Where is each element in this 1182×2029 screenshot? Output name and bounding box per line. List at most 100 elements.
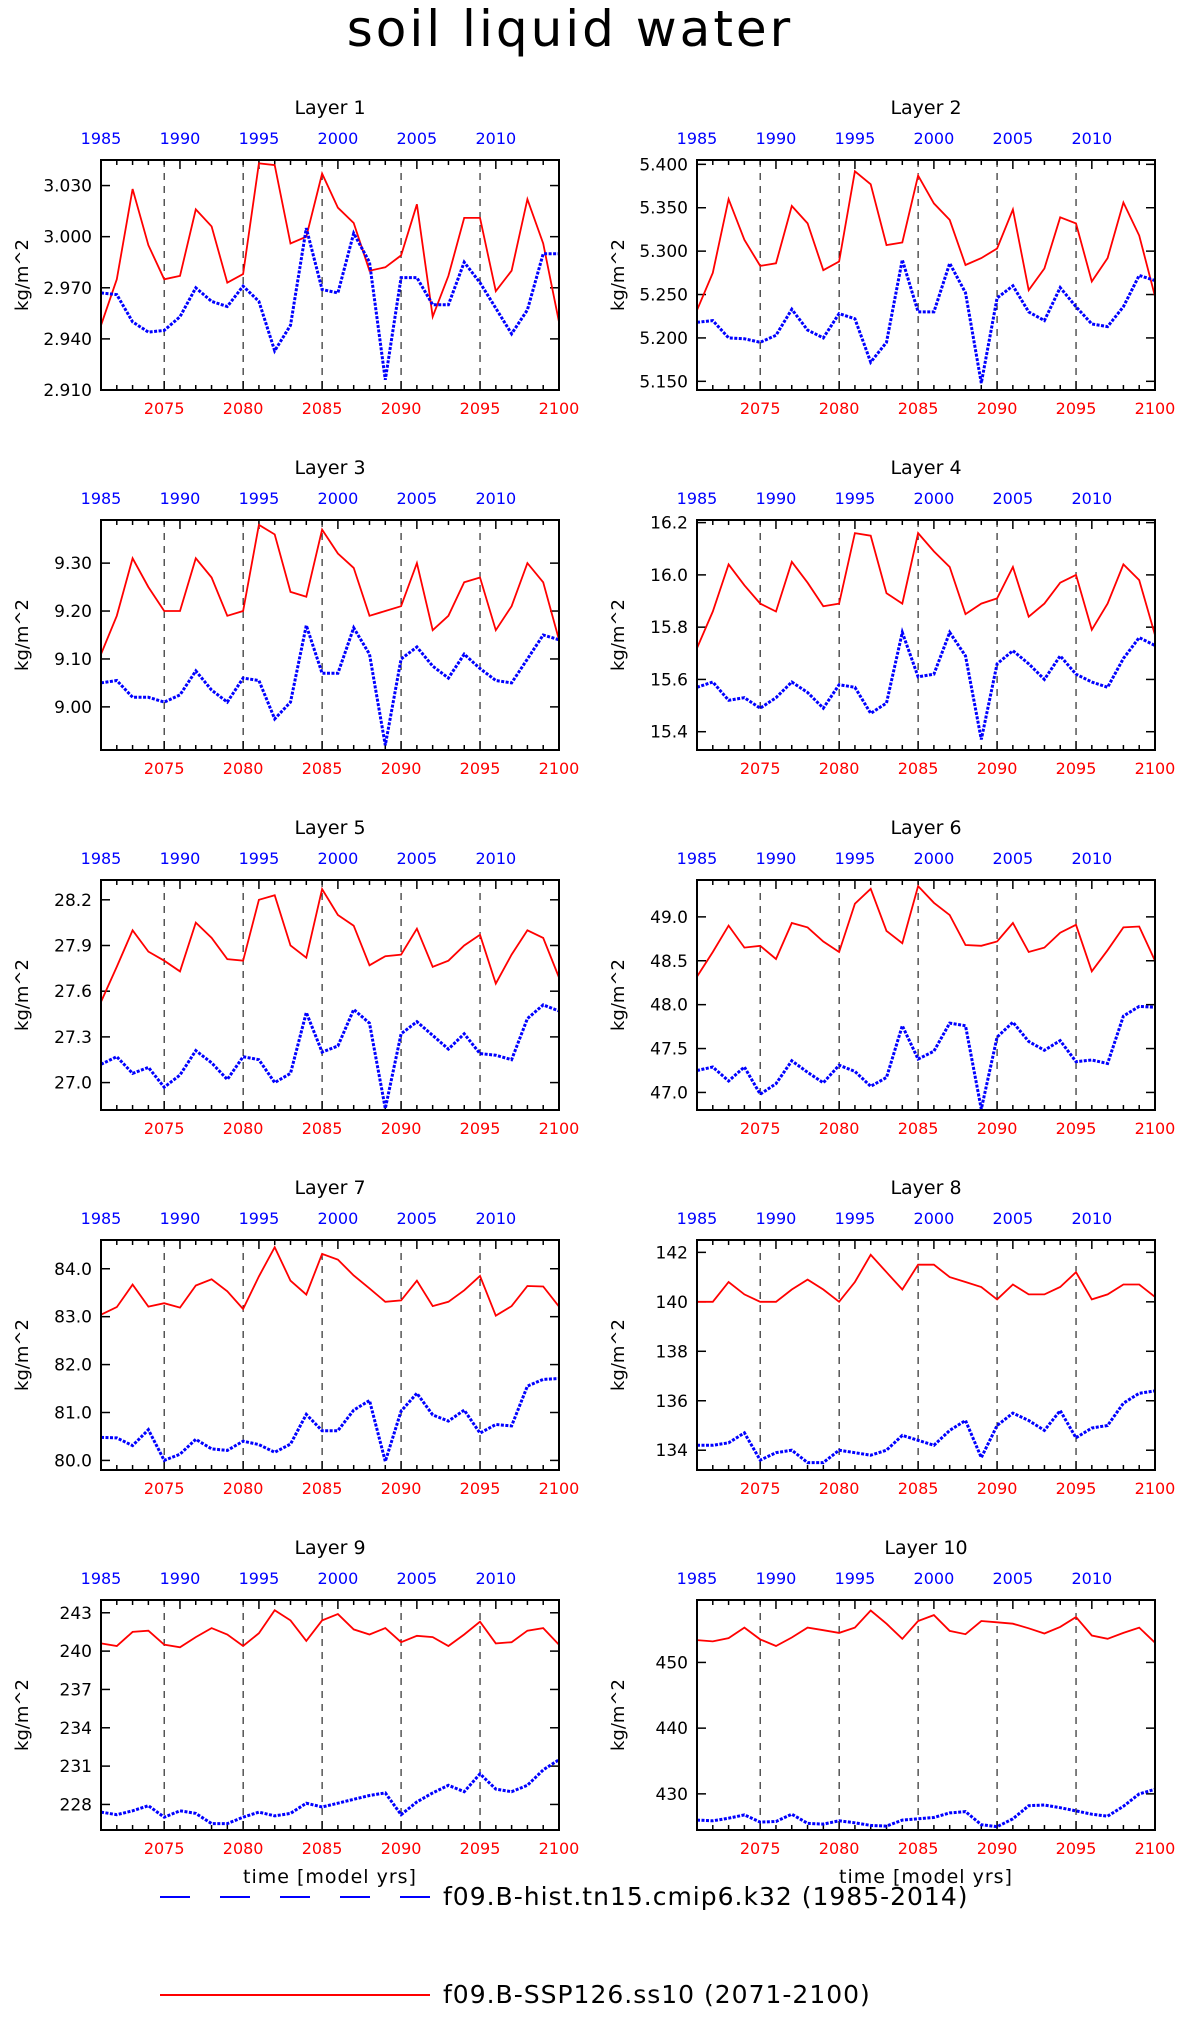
y-axis-label: kg/m^2 xyxy=(608,959,629,1031)
top-tick-label: 1990 xyxy=(160,489,201,508)
y-tick-label: 140 xyxy=(656,1293,688,1313)
y-tick-label: 3.000 xyxy=(43,228,92,248)
plot-frame xyxy=(100,1239,560,1471)
series-line-ssp xyxy=(696,884,1156,978)
y-tick-label: 28.2 xyxy=(54,891,92,911)
chart-panel-5: Layer 5 1985 1990 1995 2000 2005 2010 2075 2080 2… xyxy=(12,817,579,1138)
series-line-ssp xyxy=(100,886,560,1003)
bottom-tick-label: 2085 xyxy=(898,759,939,778)
bottom-tick-label: 2095 xyxy=(1056,1119,1097,1138)
bottom-tick-label: 2080 xyxy=(223,1479,264,1498)
top-tick-label: 2005 xyxy=(397,849,438,868)
x-axis-label: time [model yrs] xyxy=(839,1866,1013,1888)
bottom-tick-label: 2100 xyxy=(1135,1119,1176,1138)
top-tick-label: 1995 xyxy=(239,489,280,508)
top-tick-label: 2010 xyxy=(1071,489,1112,508)
y-tick-label: 9.10 xyxy=(54,650,92,670)
bottom-tick-label: 2080 xyxy=(819,759,860,778)
top-tick-label: 1985 xyxy=(81,129,122,148)
bottom-tick-label: 2100 xyxy=(1135,1839,1176,1858)
top-tick-label: 1990 xyxy=(756,1569,797,1588)
y-tick-label: 16.2 xyxy=(650,514,688,534)
panel-title: Layer 6 xyxy=(890,817,961,839)
top-tick-label: 2005 xyxy=(993,129,1034,148)
bottom-tick-label: 2100 xyxy=(539,759,580,778)
legend: f09.B-hist.tn15.cmip6.k32 (1985-2014) f09… xyxy=(160,1882,968,2009)
chart-panel-6: Layer 6 1985 1990 1995 2000 2005 2010 2075 2080 2… xyxy=(608,817,1175,1138)
top-tick-label: 2005 xyxy=(993,489,1034,508)
bottom-tick-label: 2075 xyxy=(740,1839,781,1858)
y-tick-label: 5.400 xyxy=(639,155,688,175)
panel-title: Layer 5 xyxy=(294,817,365,839)
y-tick-label: 27.3 xyxy=(54,1028,92,1048)
top-tick-label: 2000 xyxy=(318,489,359,508)
top-tick-label: 1990 xyxy=(160,849,201,868)
bottom-tick-label: 2080 xyxy=(819,1839,860,1858)
bottom-tick-label: 2085 xyxy=(302,1119,343,1138)
plot-frame xyxy=(100,879,560,1111)
series-line-hist xyxy=(100,619,560,746)
top-tick-label: 2005 xyxy=(397,1569,438,1588)
top-tick-label: 2000 xyxy=(914,1569,955,1588)
y-tick-label: 450 xyxy=(656,1653,688,1673)
top-tick-label: 1995 xyxy=(835,1209,876,1228)
y-tick-label: 142 xyxy=(656,1243,688,1263)
y-tick-label: 49.0 xyxy=(650,908,688,928)
y-tick-label: 9.00 xyxy=(54,698,92,718)
top-tick-label: 2005 xyxy=(397,489,438,508)
bottom-tick-label: 2075 xyxy=(144,759,185,778)
y-tick-label: 234 xyxy=(60,1719,92,1739)
plot-frame xyxy=(100,519,560,751)
top-tick-label: 1995 xyxy=(835,489,876,508)
figure-title: soil liquid water xyxy=(347,0,794,58)
top-tick-label: 1995 xyxy=(239,849,280,868)
top-tick-label: 2000 xyxy=(318,1569,359,1588)
series-line-ssp xyxy=(100,523,560,655)
y-tick-label: 27.6 xyxy=(54,982,92,1002)
series-line-ssp xyxy=(697,1253,1156,1304)
series-line-ssp xyxy=(696,1609,1156,1647)
y-tick-label: 5.150 xyxy=(639,372,688,392)
chart-panel-1: Layer 1 1985 1990 1995 2000 2005 2010 2075 2080 2… xyxy=(12,97,579,418)
series-line-ssp xyxy=(696,531,1156,649)
series-line-hist xyxy=(100,1377,560,1467)
top-tick-label: 1990 xyxy=(160,129,201,148)
top-tick-label: 1985 xyxy=(677,489,718,508)
bottom-tick-label: 2075 xyxy=(740,399,781,418)
bottom-tick-label: 2095 xyxy=(1056,1839,1097,1858)
y-tick-label: 5.350 xyxy=(639,199,688,219)
series-line-ssp xyxy=(100,162,560,326)
plot-frame xyxy=(696,159,1156,391)
top-tick-label: 2005 xyxy=(397,1209,438,1228)
plot-frame xyxy=(696,519,1156,751)
y-tick-label: 231 xyxy=(60,1757,92,1777)
series-line-hist xyxy=(100,1003,560,1109)
bottom-tick-label: 2095 xyxy=(460,1119,501,1138)
bottom-tick-label: 2075 xyxy=(740,759,781,778)
y-tick-label: 27.0 xyxy=(54,1074,92,1094)
bottom-tick-label: 2090 xyxy=(381,1119,422,1138)
panel-title: Layer 8 xyxy=(890,1177,961,1199)
y-axis-label: kg/m^2 xyxy=(12,959,33,1031)
y-tick-label: 2.970 xyxy=(43,279,92,299)
y-axis-label: kg/m^2 xyxy=(12,1679,33,1751)
legend-label: f09.B-hist.tn15.cmip6.k32 (1985-2014) xyxy=(443,1882,968,1911)
y-tick-label: 243 xyxy=(60,1604,92,1624)
bottom-tick-label: 2085 xyxy=(898,1119,939,1138)
chart-panel-9: Layer 9 1985 1990 1995 2000 2005 2010 2075 2080 2… xyxy=(12,1537,579,1888)
bottom-tick-label: 2095 xyxy=(460,399,501,418)
bottom-tick-label: 2090 xyxy=(381,1839,422,1858)
bottom-tick-label: 2085 xyxy=(302,759,343,778)
bottom-tick-label: 2080 xyxy=(819,1119,860,1138)
panel-title: Layer 2 xyxy=(890,97,961,119)
bottom-tick-label: 2090 xyxy=(381,759,422,778)
y-axis-label: kg/m^2 xyxy=(608,239,629,311)
y-tick-label: 5.300 xyxy=(639,242,688,262)
top-tick-label: 1995 xyxy=(835,1569,876,1588)
bottom-tick-label: 2095 xyxy=(460,1479,501,1498)
chart-panel-8: Layer 8 1985 1990 1995 2000 2005 2010 2075 2080 2… xyxy=(608,1177,1175,1498)
panel-title: Layer 3 xyxy=(294,457,365,479)
y-tick-label: 9.30 xyxy=(54,554,92,574)
top-tick-label: 2010 xyxy=(1071,1209,1112,1228)
bottom-tick-label: 2080 xyxy=(223,1119,264,1138)
